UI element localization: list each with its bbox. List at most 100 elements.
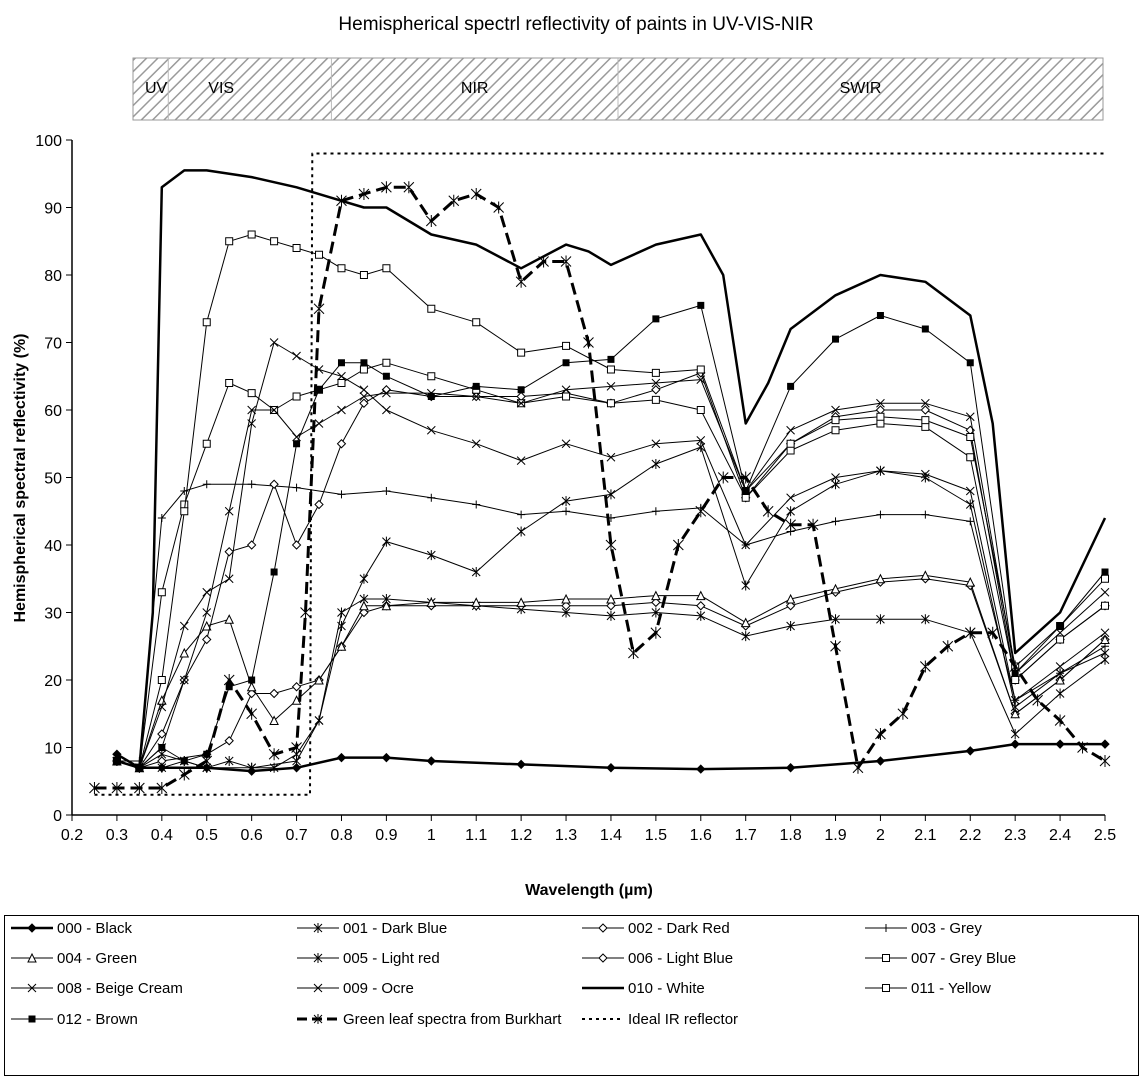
legend-label: 010 - White <box>628 979 705 997</box>
data-point <box>920 570 931 580</box>
legend-item: 003 - Grey <box>863 913 982 943</box>
data-point <box>202 439 211 448</box>
data-point <box>1055 688 1065 699</box>
legend-label: Green leaf spectra from Burkhart <box>343 1010 562 1028</box>
legend-item: 005 - Light red <box>295 943 440 973</box>
data-point <box>785 593 796 604</box>
data-point <box>359 398 369 408</box>
series-13 <box>89 181 1111 794</box>
legend-item: 008 - Beige Cream <box>9 973 183 1003</box>
data-point <box>157 676 166 684</box>
data-point <box>202 587 212 597</box>
y-tick-label: 30 <box>44 606 62 623</box>
legend-item: Green leaf spectra from Burkhart <box>295 1004 561 1034</box>
data-point <box>762 505 774 518</box>
data-point <box>382 372 390 380</box>
x-tick-label: 1.4 <box>600 827 622 844</box>
data-point <box>786 425 795 435</box>
data-point <box>740 617 751 628</box>
legend-swatch <box>582 953 624 963</box>
data-point <box>965 486 975 496</box>
legend-item: 002 - Dark Red <box>580 913 730 943</box>
legend-label: 008 - Beige Cream <box>57 979 183 997</box>
data-point <box>965 412 975 422</box>
legend-swatch <box>297 1014 339 1024</box>
data-point <box>426 425 436 435</box>
y-tick-label: 90 <box>44 201 62 218</box>
data-point <box>516 597 526 607</box>
data-point <box>202 608 212 617</box>
data-point <box>876 466 885 476</box>
data-point <box>471 439 481 449</box>
data-point <box>246 681 257 692</box>
data-point <box>315 250 324 259</box>
data-point <box>89 782 100 794</box>
data-point <box>650 626 662 639</box>
data-point <box>831 479 840 490</box>
data-point <box>651 378 661 388</box>
data-point <box>224 547 234 557</box>
data-point <box>1101 574 1109 583</box>
data-point <box>382 264 391 273</box>
data-point <box>471 392 481 401</box>
data-point <box>966 433 975 441</box>
data-point <box>314 499 324 510</box>
legend-label: 007 - Grey Blue <box>911 949 1017 967</box>
x-tick-label: 1.2 <box>510 827 532 844</box>
data-point <box>966 453 975 462</box>
data-point <box>1011 676 1020 684</box>
data-point <box>897 707 909 720</box>
data-point <box>696 436 706 445</box>
data-point <box>583 336 594 349</box>
legend-item: 012 - Brown <box>9 1004 138 1034</box>
legend-label: 001 - Dark Blue <box>343 919 448 937</box>
data-point <box>966 517 975 526</box>
data-point <box>247 480 256 489</box>
x-tick-label: 2.4 <box>1049 827 1071 844</box>
data-point <box>538 255 549 268</box>
data-point <box>920 405 931 415</box>
data-point <box>697 301 705 309</box>
legend-label: 012 - Brown <box>57 1010 138 1028</box>
data-point <box>717 471 729 484</box>
series-line <box>116 379 1106 769</box>
series-0 <box>112 739 1110 776</box>
data-point <box>472 318 481 327</box>
data-point <box>606 601 616 611</box>
legend-swatch <box>865 924 907 932</box>
data-point <box>224 736 234 746</box>
legend-label: 011 - Yellow <box>911 979 991 997</box>
data-point <box>247 762 257 773</box>
data-point <box>651 597 661 608</box>
data-point <box>111 782 123 794</box>
data-point <box>628 647 639 659</box>
legend-swatch <box>582 1018 624 1020</box>
data-point <box>180 507 189 516</box>
x-tick-label: 1.1 <box>465 827 487 844</box>
data-point <box>561 439 571 449</box>
data-point <box>786 506 795 517</box>
data-point <box>403 181 415 194</box>
legend-swatch <box>865 954 907 962</box>
series-6 <box>112 368 1110 773</box>
legend-marker <box>598 953 608 963</box>
data-point <box>741 631 751 642</box>
data-point <box>382 388 391 398</box>
data-point <box>651 368 660 377</box>
data-point <box>921 416 930 425</box>
data-point <box>248 676 256 684</box>
data-point <box>786 439 795 448</box>
data-point <box>1056 635 1065 644</box>
data-point <box>742 487 750 495</box>
data-point <box>696 406 705 414</box>
x-tick-label: 1.6 <box>690 827 712 844</box>
data-point <box>651 507 660 516</box>
data-point <box>336 752 347 763</box>
band-label: UV <box>145 80 168 97</box>
data-point <box>695 590 706 601</box>
data-point <box>224 756 234 766</box>
x-tick-label: 2.5 <box>1094 827 1116 844</box>
data-point <box>314 715 324 726</box>
legend-swatch <box>11 923 53 933</box>
data-point <box>696 601 706 611</box>
